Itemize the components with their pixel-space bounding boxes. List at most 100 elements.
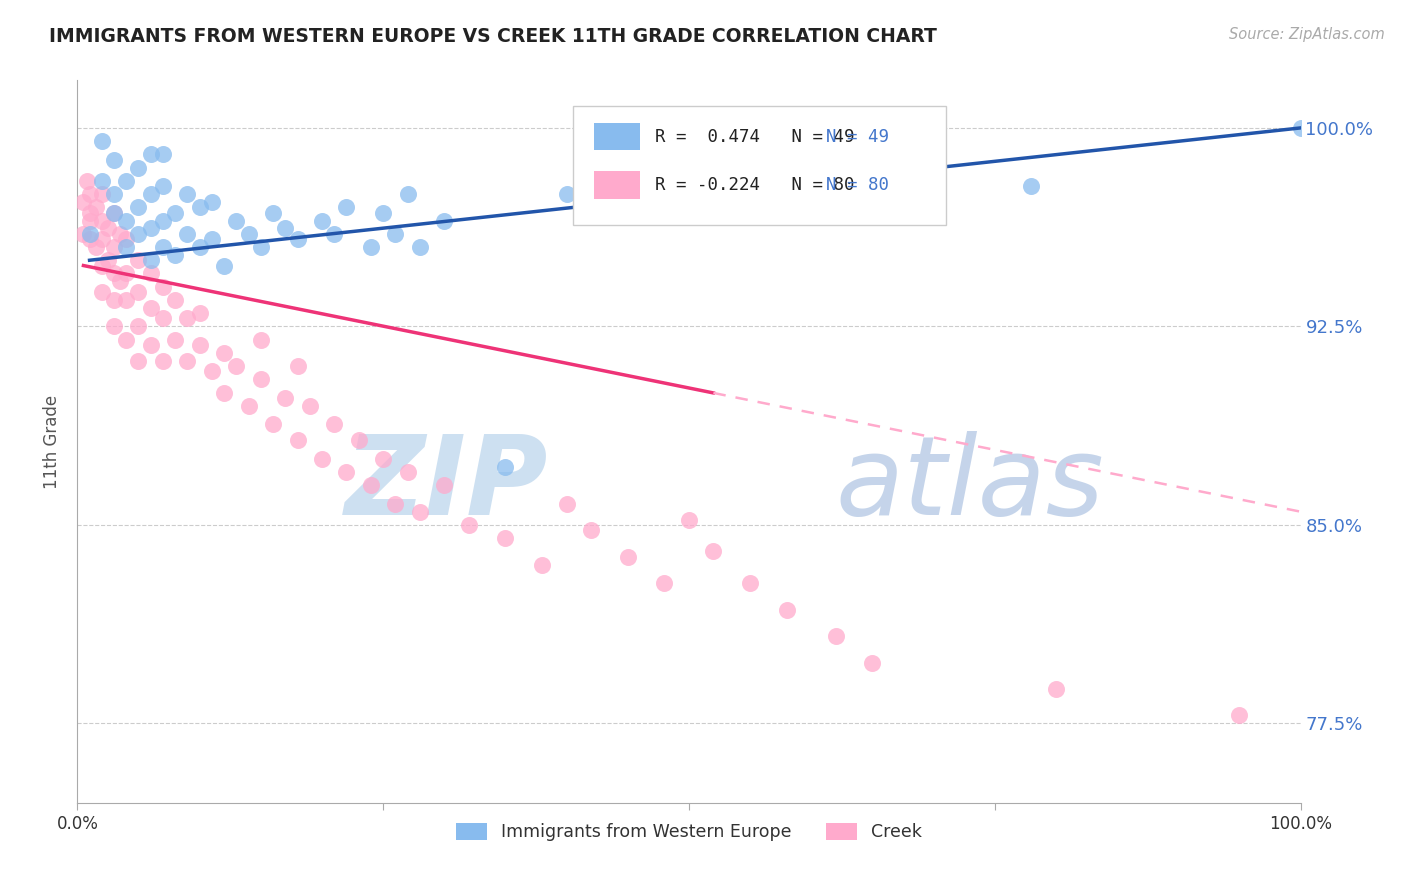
- Point: [152, 179, 174, 194]
- Point: [225, 359, 247, 373]
- Text: ZIP: ZIP: [344, 432, 548, 539]
- Point: [225, 213, 247, 227]
- Point: [384, 227, 406, 241]
- Point: [250, 372, 273, 386]
- Point: [262, 205, 284, 219]
- Bar: [593, 171, 640, 199]
- Point: [127, 200, 149, 214]
- Point: [127, 354, 149, 368]
- Point: [311, 451, 333, 466]
- Point: [201, 364, 224, 378]
- Point: [103, 240, 125, 254]
- Point: [115, 293, 138, 307]
- Point: [409, 240, 432, 254]
- Point: [103, 205, 125, 219]
- Text: IMMIGRANTS FROM WESTERN EUROPE VS CREEK 11TH GRADE CORRELATION CHART: IMMIGRANTS FROM WESTERN EUROPE VS CREEK …: [49, 27, 936, 45]
- Point: [115, 240, 138, 254]
- Point: [176, 187, 198, 202]
- Point: [90, 285, 112, 299]
- Point: [335, 200, 357, 214]
- Point: [139, 301, 162, 315]
- Point: [188, 200, 211, 214]
- Point: [165, 205, 187, 219]
- Point: [90, 187, 112, 202]
- Bar: [593, 123, 640, 151]
- Point: [72, 227, 94, 241]
- Point: [176, 311, 198, 326]
- Point: [176, 354, 198, 368]
- Point: [115, 213, 138, 227]
- Point: [384, 497, 406, 511]
- Point: [165, 248, 187, 262]
- Point: [103, 267, 125, 281]
- Point: [90, 134, 112, 148]
- Point: [702, 544, 724, 558]
- Point: [740, 205, 762, 219]
- Point: [212, 259, 235, 273]
- Point: [238, 399, 260, 413]
- Point: [274, 221, 297, 235]
- Point: [371, 205, 394, 219]
- Point: [127, 285, 149, 299]
- Point: [90, 174, 112, 188]
- Point: [152, 240, 174, 254]
- Point: [139, 221, 162, 235]
- Point: [360, 478, 382, 492]
- Point: [201, 232, 224, 246]
- Point: [495, 459, 517, 474]
- Point: [262, 417, 284, 432]
- Point: [347, 434, 370, 448]
- Text: N = 49: N = 49: [825, 128, 889, 145]
- Point: [152, 147, 174, 161]
- Point: [287, 359, 309, 373]
- Point: [531, 558, 554, 572]
- Point: [617, 549, 640, 564]
- Point: [139, 267, 162, 281]
- Text: R =  0.474   N = 49: R = 0.474 N = 49: [655, 128, 855, 145]
- Point: [188, 306, 211, 320]
- Point: [360, 240, 382, 254]
- Point: [287, 232, 309, 246]
- Point: [201, 194, 224, 209]
- Point: [1229, 708, 1251, 723]
- Point: [127, 227, 149, 241]
- Point: [79, 213, 101, 227]
- Point: [165, 333, 187, 347]
- Point: [188, 240, 211, 254]
- Point: [396, 465, 419, 479]
- Point: [409, 505, 432, 519]
- Point: [457, 517, 479, 532]
- Point: [824, 629, 846, 643]
- Text: atlas: atlas: [835, 432, 1104, 539]
- Point: [79, 205, 101, 219]
- Point: [103, 187, 125, 202]
- Point: [115, 232, 138, 246]
- Point: [298, 399, 321, 413]
- Point: [152, 279, 174, 293]
- FancyBboxPatch shape: [572, 105, 946, 225]
- Point: [274, 391, 297, 405]
- Point: [127, 319, 149, 334]
- Point: [555, 497, 578, 511]
- Point: [103, 319, 125, 334]
- Point: [115, 267, 138, 281]
- Point: [396, 187, 419, 202]
- Point: [654, 576, 676, 591]
- Point: [555, 187, 578, 202]
- Point: [311, 213, 333, 227]
- Point: [127, 253, 149, 268]
- Point: [212, 385, 235, 400]
- Text: Source: ZipAtlas.com: Source: ZipAtlas.com: [1229, 27, 1385, 42]
- Point: [152, 213, 174, 227]
- Point: [103, 293, 125, 307]
- Text: N = 80: N = 80: [825, 176, 889, 194]
- Point: [188, 338, 211, 352]
- Point: [433, 478, 456, 492]
- Point: [176, 227, 198, 241]
- Point: [335, 465, 357, 479]
- Point: [323, 227, 346, 241]
- Point: [127, 161, 149, 175]
- Point: [139, 338, 162, 352]
- Point: [250, 240, 273, 254]
- Point: [1021, 179, 1043, 194]
